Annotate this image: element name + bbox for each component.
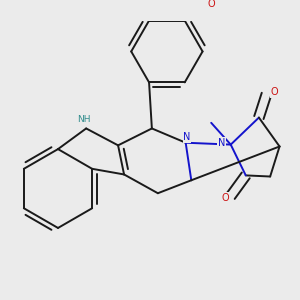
Text: O: O <box>221 193 229 203</box>
Text: N: N <box>183 132 190 142</box>
Text: O: O <box>270 87 278 98</box>
Text: NH: NH <box>77 115 91 124</box>
Text: N: N <box>218 138 225 148</box>
Text: O: O <box>207 0 215 9</box>
